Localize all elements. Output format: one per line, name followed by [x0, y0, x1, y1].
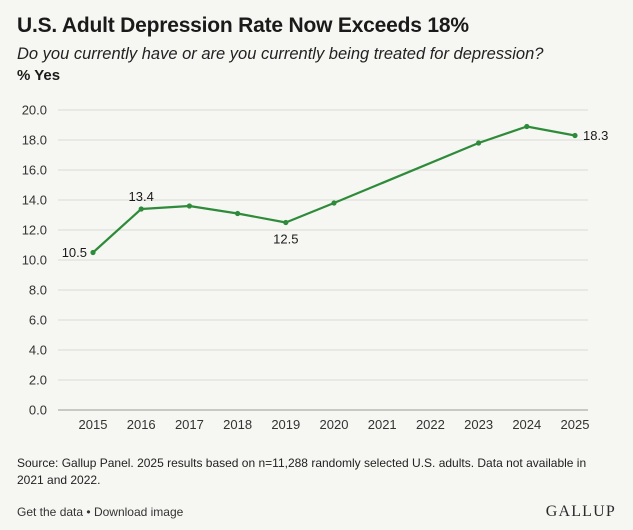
data-point [476, 140, 482, 146]
x-tick-label: 2022 [416, 417, 445, 432]
y-tick-label: 10.0 [22, 253, 47, 268]
y-tick-label: 20.0 [22, 103, 47, 118]
y-tick-label: 6.0 [29, 313, 47, 328]
x-tick-label: 2025 [561, 417, 590, 432]
data-point [331, 200, 337, 206]
x-tick-label: 2021 [368, 417, 397, 432]
chart-links: Get the data • Download image [17, 505, 183, 519]
data-point [283, 219, 289, 226]
data-point [572, 132, 578, 139]
x-tick-label: 2024 [512, 417, 541, 432]
gallup-logo: GALLUP [545, 503, 616, 520]
data-point [90, 249, 96, 256]
data-point [138, 206, 144, 212]
y-tick-label: 18.0 [22, 133, 47, 148]
x-tick-label: 2023 [464, 417, 493, 432]
series-line [91, 125, 577, 254]
x-tick-label: 2015 [79, 417, 108, 432]
x-tick-label: 2019 [271, 417, 300, 432]
data-label: 10.5 [62, 245, 87, 260]
data-label: 12.5 [273, 232, 298, 247]
get-data-link[interactable]: Get the data [17, 505, 84, 519]
source-line-2: 2021 and 2022. [17, 473, 101, 487]
source-footnote: Source: Gallup Panel. 2025 results based… [17, 455, 617, 489]
line-chart: 0.0 2.0 4.0 6.0 8.0 10.0 12.0 14.0 16.0 18.0 20.0 2… [22, 103, 609, 433]
y-unit-label: % Yes [17, 67, 61, 84]
link-separator: • [86, 505, 91, 519]
data-label: 13.4 [129, 189, 154, 204]
data-point [186, 203, 192, 209]
x-tick-label: 2018 [223, 417, 252, 432]
y-tick-label: 8.0 [29, 283, 47, 298]
y-tick-label: 0.0 [29, 403, 47, 418]
data-point [235, 210, 241, 217]
x-tick-label: 2020 [320, 417, 349, 432]
data-label: 18.3 [583, 128, 608, 143]
x-tick-label: 2017 [175, 417, 204, 432]
y-tick-label: 12.0 [22, 223, 47, 238]
x-tick-label: 2016 [127, 417, 156, 432]
y-tick-label: 16.0 [22, 163, 47, 178]
data-point [524, 123, 530, 130]
chart-title: U.S. Adult Depression Rate Now Exceeds 1… [17, 14, 469, 37]
y-tick-label: 2.0 [29, 373, 47, 388]
download-image-link[interactable]: Download image [93, 505, 184, 519]
chart-subtitle: Do you currently have or are you current… [17, 45, 544, 63]
y-tick-label: 4.0 [29, 343, 47, 358]
y-tick-label: 14.0 [22, 193, 47, 208]
source-line-1: Source: Gallup Panel. 2025 results based… [17, 456, 587, 470]
